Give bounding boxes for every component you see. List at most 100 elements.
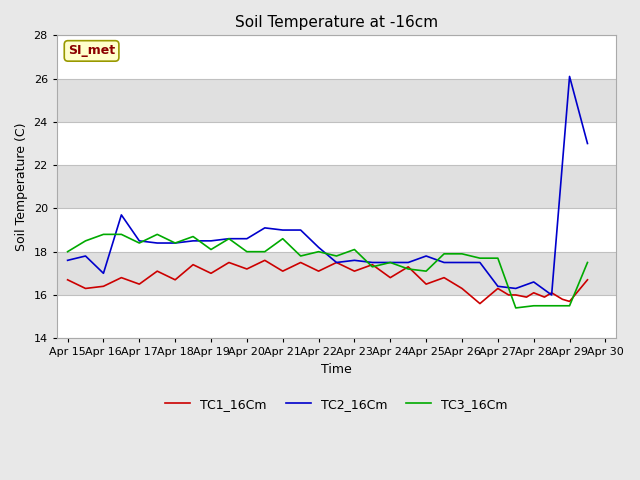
TC3_16Cm: [333, 253, 340, 259]
TC2_16Cm: [207, 238, 215, 244]
TC3_16Cm: [351, 247, 358, 252]
Legend: TC1_16Cm, TC2_16Cm, TC3_16Cm: TC1_16Cm, TC2_16Cm, TC3_16Cm: [161, 393, 513, 416]
TC2_16Cm: [315, 244, 323, 250]
TC1_16Cm: [476, 300, 484, 306]
TC1_16Cm: [530, 290, 538, 296]
TC2_16Cm: [387, 260, 394, 265]
TC2_16Cm: [404, 260, 412, 265]
TC3_16Cm: [154, 231, 161, 237]
TC2_16Cm: [566, 73, 573, 79]
TC1_16Cm: [172, 277, 179, 283]
TC1_16Cm: [541, 294, 548, 300]
TC3_16Cm: [243, 249, 251, 254]
TC2_16Cm: [476, 260, 484, 265]
TC1_16Cm: [440, 275, 448, 280]
TC2_16Cm: [82, 253, 90, 259]
TC1_16Cm: [584, 277, 591, 283]
TC3_16Cm: [118, 231, 125, 237]
TC2_16Cm: [333, 260, 340, 265]
TC2_16Cm: [440, 260, 448, 265]
TC2_16Cm: [512, 286, 520, 291]
Bar: [57, 122, 616, 165]
TC3_16Cm: [422, 268, 430, 274]
TC2_16Cm: [118, 212, 125, 218]
TC1_16Cm: [566, 299, 573, 304]
TC2_16Cm: [297, 227, 305, 233]
TC1_16Cm: [351, 268, 358, 274]
TC1_16Cm: [387, 275, 394, 280]
TC1_16Cm: [505, 292, 513, 298]
TC1_16Cm: [458, 286, 466, 291]
Bar: [57, 295, 616, 338]
X-axis label: Time: Time: [321, 363, 352, 376]
TC2_16Cm: [351, 257, 358, 263]
Bar: [57, 36, 616, 79]
TC1_16Cm: [548, 290, 556, 296]
TC3_16Cm: [387, 260, 394, 265]
TC3_16Cm: [64, 249, 72, 254]
TC1_16Cm: [82, 286, 90, 291]
TC1_16Cm: [297, 260, 305, 265]
Title: Soil Temperature at -16cm: Soil Temperature at -16cm: [235, 15, 438, 30]
TC3_16Cm: [369, 264, 376, 270]
TC1_16Cm: [369, 262, 376, 267]
TC3_16Cm: [494, 255, 502, 261]
TC1_16Cm: [559, 296, 566, 302]
Bar: [57, 252, 616, 295]
TC3_16Cm: [566, 303, 573, 309]
TC1_16Cm: [333, 260, 340, 265]
TC3_16Cm: [172, 240, 179, 246]
TC2_16Cm: [422, 253, 430, 259]
TC2_16Cm: [172, 240, 179, 246]
TC3_16Cm: [82, 238, 90, 244]
TC2_16Cm: [189, 238, 197, 244]
TC2_16Cm: [225, 236, 233, 241]
Bar: [57, 79, 616, 122]
TC3_16Cm: [261, 249, 269, 254]
TC1_16Cm: [154, 268, 161, 274]
TC3_16Cm: [100, 231, 108, 237]
TC1_16Cm: [225, 260, 233, 265]
TC3_16Cm: [279, 236, 287, 241]
TC1_16Cm: [64, 277, 72, 283]
TC2_16Cm: [154, 240, 161, 246]
Y-axis label: Soil Temperature (C): Soil Temperature (C): [15, 122, 28, 251]
TC3_16Cm: [548, 303, 556, 309]
TC2_16Cm: [100, 270, 108, 276]
TC1_16Cm: [315, 268, 323, 274]
TC1_16Cm: [494, 286, 502, 291]
TC3_16Cm: [207, 247, 215, 252]
TC1_16Cm: [261, 257, 269, 263]
TC3_16Cm: [189, 234, 197, 240]
TC1_16Cm: [136, 281, 143, 287]
Line: TC3_16Cm: TC3_16Cm: [68, 234, 588, 308]
TC1_16Cm: [243, 266, 251, 272]
Line: TC2_16Cm: TC2_16Cm: [68, 76, 588, 295]
TC3_16Cm: [530, 303, 538, 309]
TC3_16Cm: [584, 260, 591, 265]
TC2_16Cm: [530, 279, 538, 285]
TC2_16Cm: [261, 225, 269, 231]
TC2_16Cm: [369, 260, 376, 265]
Text: SI_met: SI_met: [68, 45, 115, 58]
Line: TC1_16Cm: TC1_16Cm: [68, 260, 588, 303]
TC2_16Cm: [584, 141, 591, 146]
Bar: [57, 208, 616, 252]
TC2_16Cm: [279, 227, 287, 233]
TC2_16Cm: [494, 283, 502, 289]
TC3_16Cm: [476, 255, 484, 261]
TC3_16Cm: [297, 253, 305, 259]
TC3_16Cm: [512, 305, 520, 311]
TC1_16Cm: [422, 281, 430, 287]
TC3_16Cm: [440, 251, 448, 257]
TC1_16Cm: [404, 264, 412, 270]
TC1_16Cm: [118, 275, 125, 280]
TC1_16Cm: [512, 292, 520, 298]
TC1_16Cm: [100, 283, 108, 289]
TC2_16Cm: [64, 257, 72, 263]
TC1_16Cm: [523, 294, 531, 300]
TC3_16Cm: [315, 249, 323, 254]
Bar: [57, 165, 616, 208]
TC2_16Cm: [548, 292, 556, 298]
TC3_16Cm: [225, 236, 233, 241]
